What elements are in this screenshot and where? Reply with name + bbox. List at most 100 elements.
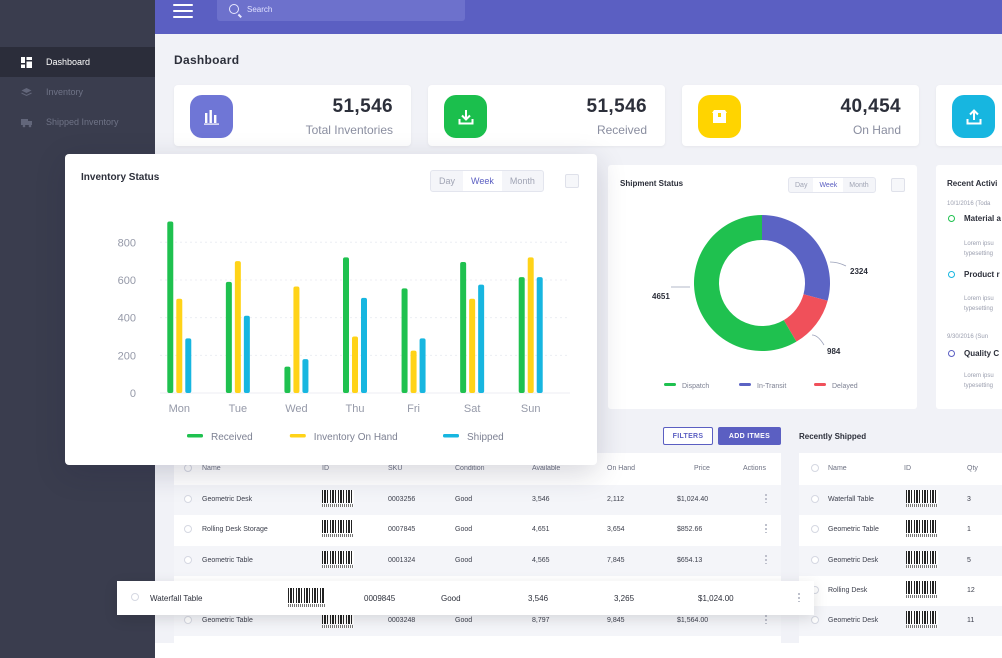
- column-header[interactable]: ID: [322, 465, 329, 472]
- search-placeholder: Search: [247, 5, 273, 14]
- row-price: $1,024.00: [698, 594, 734, 603]
- row-checkbox[interactable]: [131, 593, 139, 601]
- dashboard-icon: [21, 56, 32, 68]
- inventory-period-tabs: Day Week Month: [430, 170, 544, 192]
- download-icon: [444, 95, 487, 138]
- table-row[interactable]: Waterfall Table 3: [799, 485, 1002, 515]
- select-all-checkbox[interactable]: [811, 464, 819, 472]
- bar-shipped[interactable]: [243, 315, 250, 393]
- row-checkbox[interactable]: [811, 556, 819, 564]
- column-header[interactable]: Price: [694, 465, 710, 472]
- row-name: Rolling Desk Storage: [202, 526, 268, 533]
- row-sku: 0001324: [388, 557, 416, 564]
- bar-received[interactable]: [225, 281, 232, 393]
- sidebar-item-shipped-inventory[interactable]: Shipped Inventory: [0, 107, 155, 137]
- row-checkbox[interactable]: [811, 495, 819, 503]
- row-actions-icon[interactable]: [798, 592, 800, 602]
- table-row[interactable]: Rolling Desk 12: [799, 576, 1002, 606]
- table-row-highlighted[interactable]: Waterfall Table 0009845 Good 3,546 3,265…: [117, 581, 814, 615]
- bar-received[interactable]: [518, 277, 525, 393]
- table-row[interactable]: Geometric Table 1: [799, 515, 1002, 545]
- row-price: $654.13: [677, 557, 703, 564]
- tab-day[interactable]: Day: [439, 176, 456, 186]
- barcode-image: [906, 520, 938, 538]
- bar-received[interactable]: [401, 288, 408, 393]
- more-options-button[interactable]: [565, 174, 579, 188]
- stat-card-on-hand: 40,454 On Hand: [682, 85, 919, 146]
- bar-inventory-on-hand[interactable]: [234, 261, 241, 393]
- bar-inventory-on-hand[interactable]: [410, 350, 417, 393]
- x-tick-label: Mon: [169, 403, 190, 415]
- table-row[interactable]: Rolling Desk Storage 0007845 Good 4,651 3,65…: [174, 515, 781, 545]
- row-checkbox[interactable]: [184, 556, 192, 564]
- tab-week[interactable]: Week: [463, 171, 502, 191]
- sidebar-item-inventory[interactable]: Inventory: [0, 77, 155, 107]
- row-checkbox[interactable]: [184, 525, 192, 533]
- row-available: 8,797: [532, 617, 550, 624]
- table-row[interactable]: Geometric Desk 5: [799, 546, 1002, 576]
- row-qty: 12: [967, 587, 975, 594]
- tab-month[interactable]: Month: [849, 181, 869, 189]
- column-header[interactable]: Name: [202, 465, 221, 472]
- row-checkbox[interactable]: [811, 616, 819, 624]
- bar-inventory-on-hand[interactable]: [527, 257, 534, 393]
- bar-received[interactable]: [343, 257, 349, 393]
- search-input[interactable]: Search: [217, 0, 465, 21]
- menu-icon[interactable]: [173, 4, 193, 18]
- column-header[interactable]: Name: [828, 465, 847, 472]
- row-qty: 3: [967, 496, 971, 503]
- bar-shipped[interactable]: [478, 284, 485, 393]
- row-checkbox[interactable]: [184, 495, 192, 503]
- filters-button[interactable]: FILTERS: [663, 427, 713, 445]
- bar-received[interactable]: [284, 366, 291, 393]
- row-actions-icon[interactable]: [765, 493, 767, 503]
- table-row[interactable]: Geometric Table 0001324 Good 4,565 7,845 $654…: [174, 546, 781, 576]
- page-bottom: [155, 643, 1002, 658]
- column-header[interactable]: On Hand: [607, 465, 636, 472]
- sidebar-item-dashboard[interactable]: Dashboard: [0, 47, 155, 77]
- shipment-donut-chart: 4651 2324 984 Dispatch In-Transit Delayed: [652, 215, 868, 390]
- donut-slice-dispatch[interactable]: [694, 215, 797, 351]
- bar-received[interactable]: [167, 221, 174, 393]
- barcode-image: [906, 581, 938, 599]
- column-header[interactable]: Qty: [967, 465, 978, 472]
- donut-slice-in-transit[interactable]: [762, 215, 830, 301]
- bar-shipped[interactable]: [536, 277, 543, 393]
- bar-inventory-on-hand[interactable]: [469, 298, 476, 393]
- more-options-button[interactable]: [891, 178, 905, 192]
- tab-day[interactable]: Day: [795, 181, 808, 189]
- legend-swatch: [664, 383, 676, 386]
- legend-label: Shipped: [467, 432, 504, 443]
- row-on-hand: 3,265: [614, 594, 635, 603]
- column-header[interactable]: SKU: [388, 465, 403, 472]
- row-qty: 1: [967, 526, 971, 533]
- column-header[interactable]: Condition: [455, 465, 485, 472]
- add-items-button[interactable]: ADD ITMES: [718, 427, 781, 445]
- bar-shipped[interactable]: [361, 297, 367, 393]
- bar-inventory-on-hand[interactable]: [293, 286, 300, 393]
- table-row[interactable]: Geometric Desk 11: [799, 606, 1002, 636]
- bar-received[interactable]: [460, 262, 467, 393]
- bar-inventory-on-hand[interactable]: [176, 298, 183, 393]
- bar-shipped[interactable]: [185, 338, 192, 393]
- tab-week[interactable]: Week: [813, 178, 844, 192]
- stat-value: 51,546: [332, 96, 393, 117]
- barcode-image: [906, 490, 938, 508]
- select-all-checkbox[interactable]: [184, 464, 192, 472]
- bar-inventory-on-hand[interactable]: [352, 336, 358, 393]
- bar-shipped[interactable]: [419, 338, 426, 393]
- layers-icon: [21, 87, 32, 96]
- row-available: 3,546: [532, 496, 550, 503]
- row-actions-icon[interactable]: [765, 554, 767, 564]
- row-actions-icon[interactable]: [765, 614, 767, 624]
- row-checkbox[interactable]: [811, 525, 819, 533]
- row-actions-icon[interactable]: [765, 523, 767, 533]
- bar-shipped[interactable]: [302, 359, 309, 393]
- donut-slice-delayed[interactable]: [783, 294, 828, 342]
- row-checkbox[interactable]: [184, 616, 192, 624]
- recently-shipped-title: Recently Shipped: [799, 432, 867, 441]
- tab-month[interactable]: Month: [509, 176, 535, 186]
- column-header[interactable]: Available: [532, 465, 561, 472]
- table-row[interactable]: Geometric Desk 0003256 Good 3,546 2,112 $1,02…: [174, 485, 781, 515]
- column-header[interactable]: ID: [904, 465, 911, 472]
